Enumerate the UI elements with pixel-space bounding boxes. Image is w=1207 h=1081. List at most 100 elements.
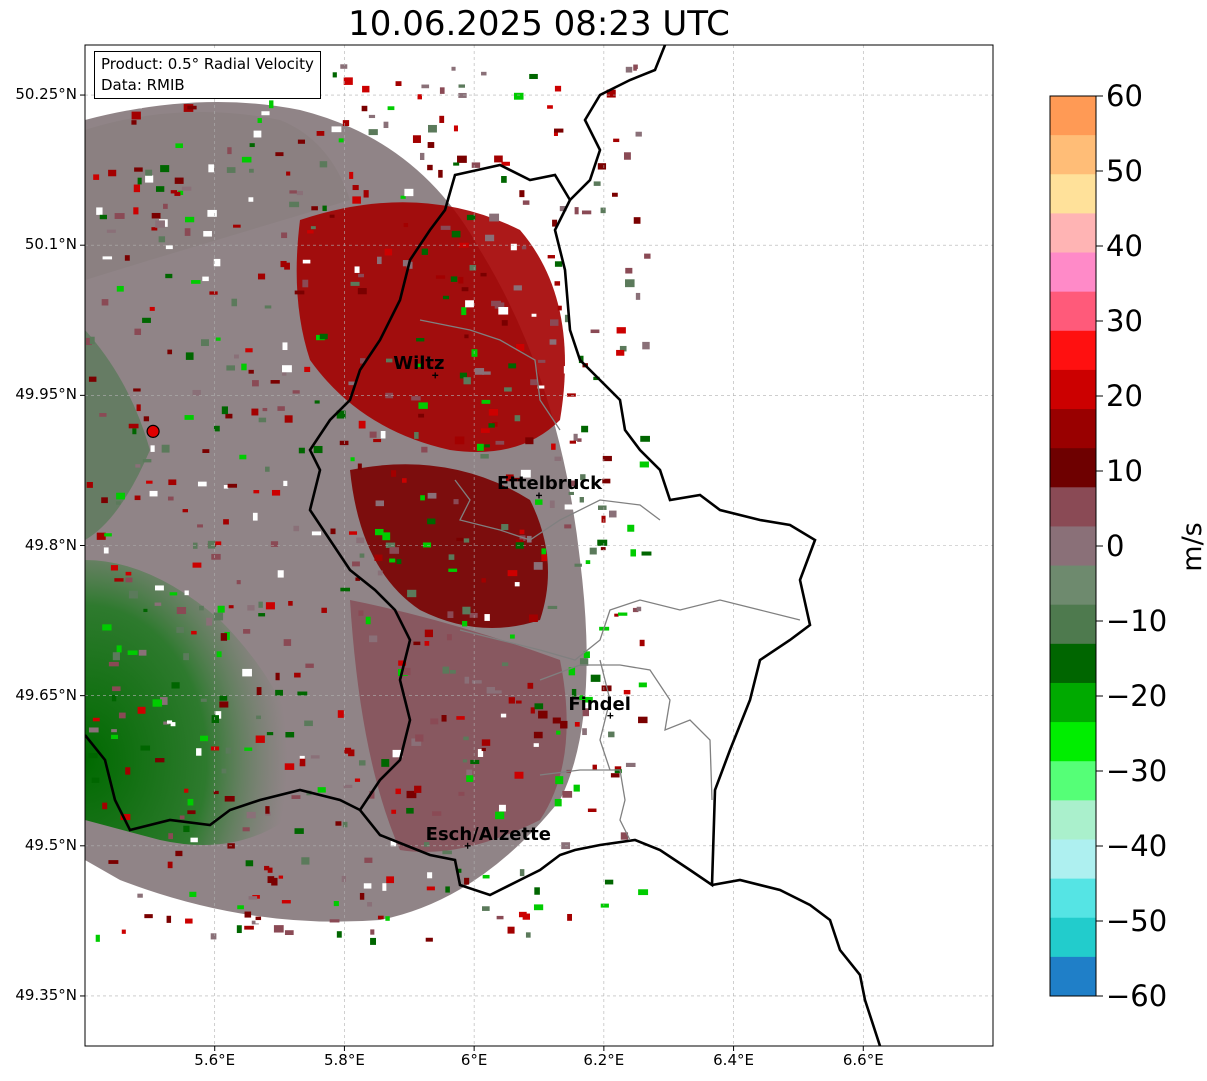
echo-pixel — [135, 464, 141, 468]
echo-pixel — [466, 775, 474, 782]
echo-pixel — [602, 478, 611, 484]
echo-pixel — [111, 734, 119, 740]
echo-pixel — [275, 689, 283, 696]
echo-pixel — [513, 285, 522, 291]
axis-tick-marks — [80, 94, 864, 1051]
x-tick-label: 6.2°E — [583, 1051, 625, 1069]
colorbar-segment — [1050, 291, 1096, 332]
echo-pixel — [311, 531, 322, 536]
echo-pixel — [349, 171, 354, 179]
echo-pixel — [283, 639, 292, 646]
echo-pixel — [111, 694, 117, 702]
echo-pixel — [533, 904, 544, 911]
echo-pixel — [155, 220, 165, 228]
echo-pixel — [547, 605, 558, 610]
x-tick-label: 6.6°E — [842, 1051, 884, 1069]
echo-pixel — [464, 676, 470, 684]
echo-pixel — [104, 533, 112, 537]
echo-pixel — [143, 416, 150, 422]
echo-pixel — [480, 454, 489, 459]
echo-pixel — [614, 769, 622, 774]
echo-pixel — [362, 85, 370, 93]
echo-pixel — [258, 417, 267, 423]
echo-pixel — [208, 164, 214, 173]
echo-pixel — [625, 66, 633, 73]
echo-pixel — [242, 827, 250, 832]
echo-pixel — [614, 613, 619, 617]
echo-pixel — [464, 877, 470, 885]
echo-pixel — [451, 66, 456, 71]
echo-pixel — [213, 612, 224, 621]
echo-pixel — [200, 339, 209, 347]
echo-darkred-north — [296, 202, 565, 452]
echo-pixel — [246, 811, 256, 819]
echo-pixel — [463, 377, 471, 385]
echo-pixel — [243, 629, 251, 634]
echo-pixel — [590, 329, 600, 334]
echo-pixel — [424, 842, 430, 847]
data-source-label: Data: RMIB — [101, 76, 185, 94]
echo-pixel — [574, 563, 582, 567]
echo-pixel — [593, 376, 600, 381]
echo-pixel — [354, 266, 360, 273]
echo-pixel — [269, 100, 274, 109]
echo-pixel — [581, 210, 592, 215]
echo-pixel — [319, 161, 328, 168]
echo-pixel — [155, 186, 165, 192]
echo-pixel — [96, 207, 103, 215]
echo-pixel — [99, 413, 107, 417]
echo-pixel — [265, 466, 270, 472]
colorbar-segment — [1050, 800, 1096, 840]
y-tick-label: 49.8°N — [24, 535, 77, 554]
echo-pixel — [255, 916, 262, 921]
echo-pixel — [226, 365, 236, 371]
echo-pixel — [271, 877, 278, 886]
echo-pixel — [329, 919, 340, 923]
echo-pixel — [256, 715, 262, 720]
echo-pixel — [475, 144, 486, 152]
colorbar-segment — [1050, 878, 1096, 919]
echo-pixel — [192, 389, 201, 396]
echo-pixel — [564, 504, 574, 510]
product-label: Product: 0.5° Radial Velocity — [101, 55, 314, 73]
echo-pixel — [480, 428, 490, 433]
echo-pixel — [128, 590, 138, 599]
echo-pixel — [554, 128, 564, 133]
echo-pixel — [447, 611, 454, 619]
echo-pixel — [627, 524, 635, 532]
echo-pixel — [163, 721, 170, 725]
echo-pixel — [464, 334, 469, 339]
echo-pixel — [552, 717, 561, 724]
echo-pixel — [463, 538, 470, 543]
echo-pixel — [541, 554, 548, 562]
echo-pixel — [442, 295, 450, 300]
echo-pixel — [231, 298, 238, 307]
colorbar-tick-label: 0 — [1106, 529, 1125, 563]
echo-pixel — [264, 305, 272, 309]
echo-pixel — [221, 768, 227, 774]
echo-pixel — [249, 168, 254, 173]
echo-pixel — [516, 343, 525, 352]
echo-pixel — [573, 433, 578, 441]
germany-border-north — [569, 45, 667, 201]
echo-pixel — [495, 811, 505, 820]
echo-pixel — [564, 524, 572, 529]
echo-pixel — [358, 610, 364, 616]
echo-pixel — [469, 264, 477, 271]
echo-pixel — [610, 773, 620, 778]
echo-pixel — [286, 171, 291, 176]
echo-pixel — [471, 162, 481, 168]
echo-pixel — [625, 279, 635, 288]
echo-pixel — [134, 495, 141, 501]
echo-pixel — [302, 259, 311, 264]
echo-pixel — [458, 791, 465, 796]
echo-pixel — [457, 155, 467, 163]
echo-pixel — [213, 425, 220, 432]
echo-pixel — [501, 320, 508, 326]
echo-pixel — [294, 672, 301, 678]
echo-pixel — [152, 699, 163, 707]
echo-pixel — [293, 525, 300, 532]
echo-pixel — [154, 602, 162, 606]
echo-pixel — [636, 606, 642, 612]
echo-pixel — [373, 90, 380, 95]
